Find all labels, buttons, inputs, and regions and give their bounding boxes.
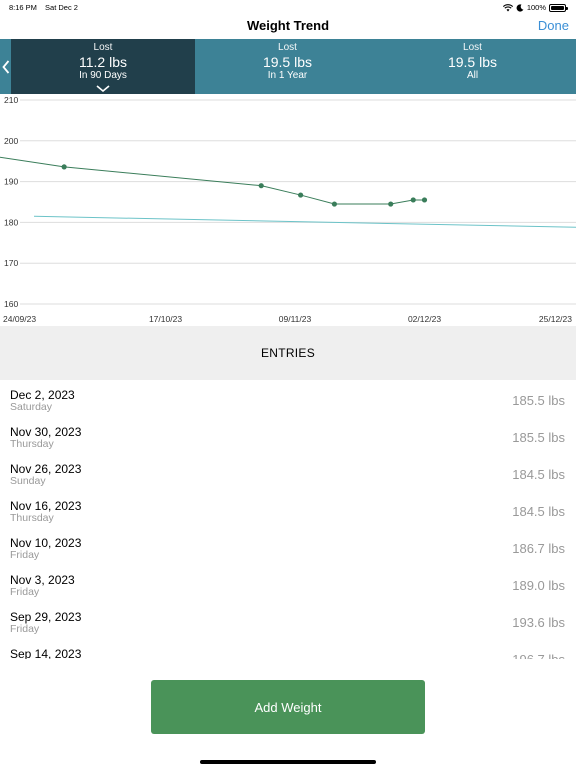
summary-back-button[interactable] — [0, 39, 11, 94]
x-tick-label: 17/10/23 — [149, 314, 182, 324]
list-item[interactable]: Nov 30, 2023 Thursday 185.5 lbs — [0, 417, 576, 454]
x-tick-label: 02/12/23 — [408, 314, 441, 324]
entry-date: Sep 29, 2023 — [10, 610, 82, 624]
data-point — [298, 192, 304, 198]
status-left: 8:16 PM Sat Dec 2 — [9, 3, 84, 12]
x-tick-label: 24/09/23 — [3, 314, 36, 324]
chevron-down-icon — [96, 85, 110, 92]
entry-weight: 193.6 lbs — [512, 615, 565, 630]
entry-day: Thursday — [10, 512, 54, 524]
summary-cell-value: 19.5 lbs — [447, 54, 498, 70]
done-button[interactable]: Done — [537, 18, 569, 33]
y-tick-label: 160 — [4, 299, 18, 309]
y-tick-label: 170 — [4, 258, 18, 268]
summary-cell-sub: In 90 Days — [79, 70, 127, 81]
summary-bar: Lost 11.2 lbs In 90 Days Lost 19.5 lbs I… — [0, 39, 576, 94]
summary-cell-all[interactable]: Lost 19.5 lbs All — [380, 39, 565, 94]
entry-date: Nov 10, 2023 — [10, 536, 82, 550]
list-item[interactable]: Sep 14, 2023 196.7 lbs — [0, 639, 576, 659]
y-tick-label: 180 — [4, 217, 18, 227]
entry-date: Nov 3, 2023 — [10, 573, 75, 587]
entries-header: ENTRIES — [0, 326, 576, 380]
entry-day: Thursday — [10, 438, 54, 450]
y-tick-label: 200 — [4, 136, 18, 146]
battery-percent: 100% — [526, 3, 546, 12]
entry-day: Friday — [10, 623, 40, 635]
weight-trend-chart[interactable]: 160 170 180 190 200 210 24/09/23 17/10/23 09/11/… — [0, 94, 576, 326]
entry-weight: 196.7 lbs — [512, 652, 565, 659]
nav-bar: Weight Trend Done — [0, 14, 576, 39]
moon-icon — [516, 3, 524, 12]
summary-cell-sub: All — [466, 70, 479, 81]
entry-weight: 184.5 lbs — [512, 467, 565, 482]
entry-weight: 189.0 lbs — [512, 578, 565, 593]
entry-date: Dec 2, 2023 — [10, 388, 75, 402]
summary-cell-value: 11.2 lbs — [79, 54, 127, 70]
entry-weight: 185.5 lbs — [512, 430, 565, 445]
trend-series-line — [33, 215, 576, 228]
entry-weight: 185.5 lbs — [512, 393, 565, 408]
entry-day: Friday — [10, 549, 40, 561]
entry-weight: 184.5 lbs — [512, 504, 565, 519]
data-point — [388, 201, 394, 207]
page-title: Weight Trend — [246, 18, 330, 33]
list-item[interactable]: Nov 3, 2023 Friday 189.0 lbs — [0, 565, 576, 602]
entry-day: Sunday — [10, 475, 46, 487]
add-weight-button[interactable]: Add Weight — [151, 680, 425, 734]
list-item[interactable]: Nov 16, 2023 Thursday 184.5 lbs — [0, 491, 576, 528]
list-item[interactable]: Sep 29, 2023 Friday 193.6 lbs — [0, 602, 576, 639]
weight-series-line — [0, 156, 425, 205]
entry-date: Nov 26, 2023 — [10, 462, 82, 476]
entry-date: Sep 14, 2023 — [10, 647, 82, 659]
summary-cell-sub: In 1 Year — [267, 70, 308, 81]
status-time: 8:16 PM — [9, 3, 37, 12]
status-bar: 8:16 PM Sat Dec 2 100% — [0, 0, 576, 14]
list-item[interactable]: Nov 26, 2023 Sunday 184.5 lbs — [0, 454, 576, 491]
list-item[interactable]: Nov 10, 2023 Friday 186.7 lbs — [0, 528, 576, 565]
entry-day: Friday — [10, 586, 40, 598]
entries-list[interactable]: Dec 2, 2023 Saturday 185.5 lbs Nov 30, 2023… — [0, 380, 576, 659]
data-point — [410, 197, 416, 203]
summary-cell-90-days[interactable]: Lost 11.2 lbs In 90 Days — [11, 39, 195, 94]
battery-icon — [549, 3, 568, 12]
wifi-icon — [502, 3, 513, 11]
list-item[interactable]: Dec 2, 2023 Saturday 185.5 lbs — [0, 380, 576, 417]
data-point — [258, 183, 264, 189]
summary-cell-label: Lost — [463, 42, 482, 53]
entry-day: Saturday — [10, 401, 53, 413]
x-tick-label: 25/12/23 — [539, 314, 572, 324]
status-date: Sat Dec 2 — [45, 3, 78, 12]
y-tick-label: 190 — [4, 177, 18, 187]
data-point — [421, 197, 428, 203]
entry-date: Nov 30, 2023 — [10, 425, 82, 439]
summary-cell-label: Lost — [278, 42, 297, 53]
x-tick-label: 09/11/23 — [279, 314, 312, 324]
entry-weight: 186.7 lbs — [512, 541, 565, 556]
summary-cell-label: Lost — [93, 42, 113, 53]
status-right: 100% — [502, 3, 568, 12]
summary-cell-value: 19.5 lbs — [262, 54, 313, 70]
data-point — [331, 201, 338, 207]
y-tick-label: 210 — [4, 95, 18, 105]
summary-cell-1-year[interactable]: Lost 19.5 lbs In 1 Year — [195, 39, 380, 94]
entry-date: Nov 16, 2023 — [10, 499, 82, 513]
data-point — [61, 164, 67, 170]
chevron-left-icon — [1, 59, 9, 74]
home-indicator — [200, 760, 376, 764]
